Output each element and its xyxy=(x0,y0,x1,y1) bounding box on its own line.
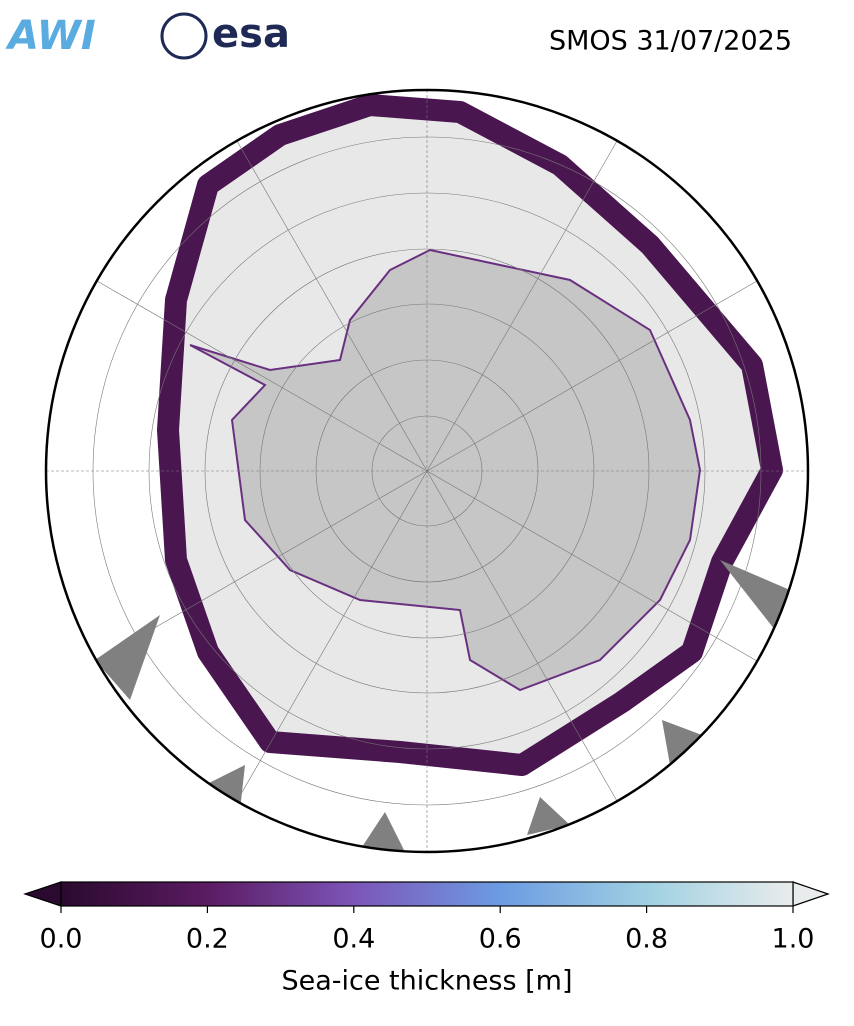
colorbar-label: Sea-ice thickness [m] xyxy=(281,966,572,997)
esa-logo: esa xyxy=(212,11,290,57)
colorbar-tick-label: 0.0 xyxy=(40,924,83,955)
colorbar-extend-high xyxy=(792,881,830,907)
antarctica xyxy=(189,248,702,692)
colorbar-tick-label: 1.0 xyxy=(772,924,815,955)
map-title: SMOS 31/07/2025 xyxy=(549,26,792,57)
colorbar-tick-label: 0.4 xyxy=(332,924,375,955)
map-boundary xyxy=(44,88,810,854)
colorbar xyxy=(60,881,794,907)
colorbar-tick-label: 0.6 xyxy=(479,924,522,955)
colorbar-ticks: 0.0 0.2 0.4 0.6 0.8 1.0 xyxy=(40,906,815,955)
colorbar-extend-low xyxy=(23,881,62,907)
esa-emblem xyxy=(160,12,208,60)
map xyxy=(46,90,808,852)
colorbar-tick-label: 0.2 xyxy=(186,924,229,955)
graticule xyxy=(46,90,808,852)
awi-logo: AWI xyxy=(5,13,96,59)
colorbar-tick-label: 0.8 xyxy=(625,924,668,955)
missing-data xyxy=(95,560,790,852)
